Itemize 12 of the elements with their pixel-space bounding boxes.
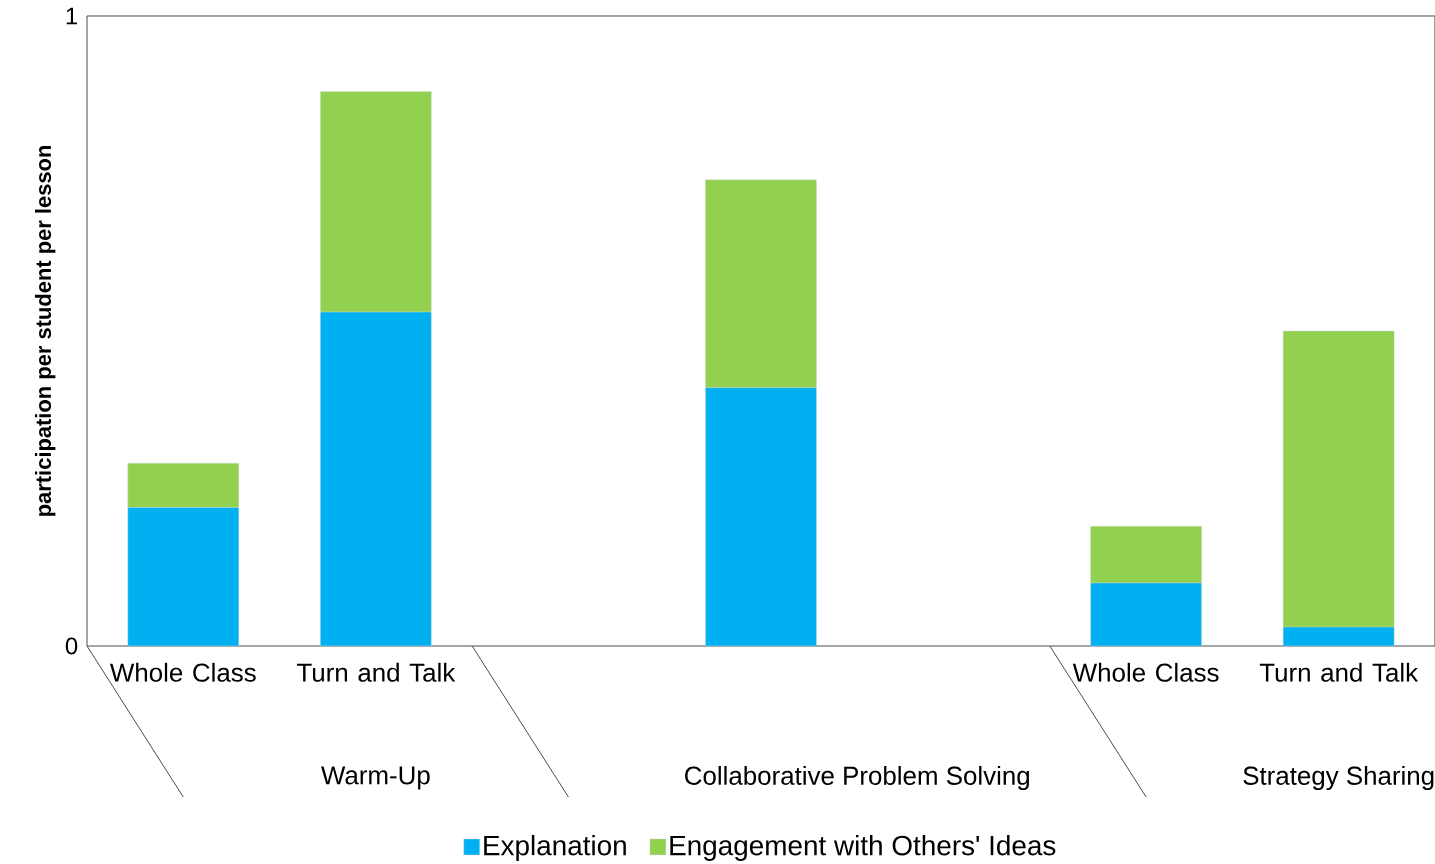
legend-label: Explanation	[484, 834, 626, 861]
y-axis-title: participation per student per lesson	[34, 146, 56, 516]
text: Collaborative Problem Solving	[685, 765, 1029, 791]
y-tick-label: 1	[66, 7, 77, 25]
x-tick-label: Turn and Talk	[297, 662, 456, 682]
y-tick-label: 0	[65, 637, 78, 655]
text: Warm-Up	[321, 766, 430, 790]
x-tick-label: Turn and Talk	[1259, 662, 1419, 682]
x-tick-label: Whole Class	[109, 662, 256, 682]
x-tick-label: Whole Class	[1072, 662, 1219, 682]
legend-label: Engagement with Others' Ideas	[670, 834, 1056, 861]
text: Strategy Sharing	[1243, 765, 1434, 791]
